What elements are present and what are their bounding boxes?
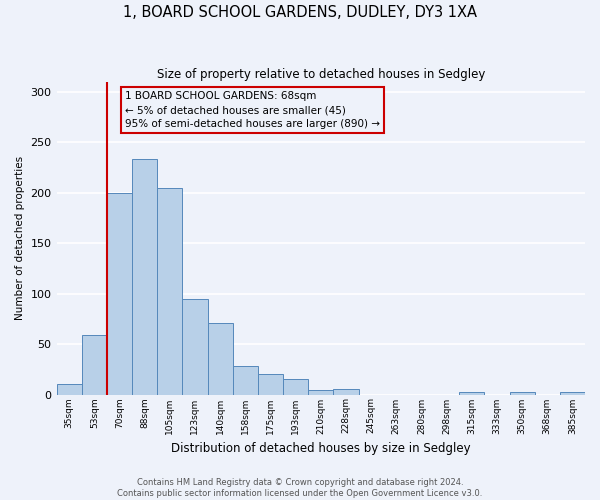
X-axis label: Distribution of detached houses by size in Sedgley: Distribution of detached houses by size … [171,442,470,455]
Text: Contains HM Land Registry data © Crown copyright and database right 2024.
Contai: Contains HM Land Registry data © Crown c… [118,478,482,498]
Bar [82,335,107,394]
Bar [258,374,283,394]
Bar [560,392,585,394]
Text: 1 BOARD SCHOOL GARDENS: 68sqm
← 5% of detached houses are smaller (45)
95% of se: 1 BOARD SCHOOL GARDENS: 68sqm ← 5% of de… [125,91,380,129]
Bar [308,390,334,394]
Bar [182,298,208,394]
Bar [157,188,182,394]
Bar [56,384,82,394]
Bar [509,392,535,394]
Bar [334,390,359,394]
Bar [459,392,484,394]
Text: 1, BOARD SCHOOL GARDENS, DUDLEY, DY3 1XA: 1, BOARD SCHOOL GARDENS, DUDLEY, DY3 1XA [123,5,477,20]
Bar [283,380,308,394]
Bar [233,366,258,394]
Bar [208,323,233,394]
Bar [132,160,157,394]
Bar [107,192,132,394]
Title: Size of property relative to detached houses in Sedgley: Size of property relative to detached ho… [157,68,485,80]
Y-axis label: Number of detached properties: Number of detached properties [15,156,25,320]
